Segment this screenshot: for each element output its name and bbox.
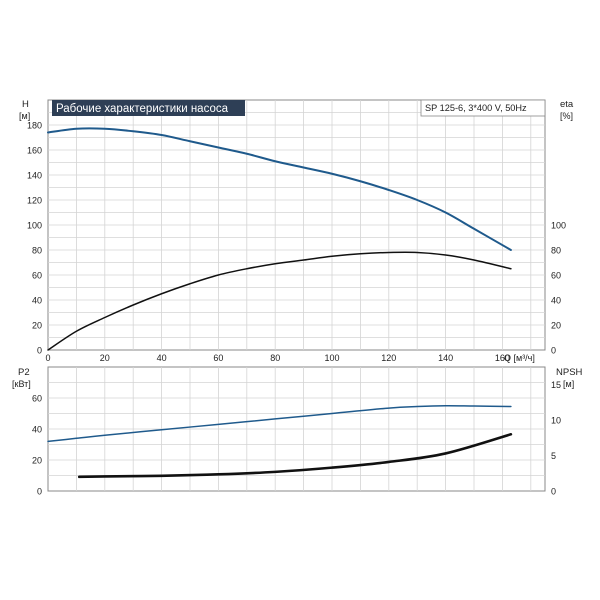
- top-x-tick-labels: 0 20 40 60 80 100 120 140 160: [45, 353, 509, 363]
- x-tick-label: 120: [381, 353, 396, 363]
- y-left-tick-label: 20: [32, 321, 42, 331]
- y-left-unit-head: [м]: [19, 111, 30, 121]
- y-left-unit-power: [кВт]: [12, 379, 31, 389]
- title-box: [52, 100, 245, 116]
- y-left-tick-label: 120: [27, 196, 42, 206]
- x-tick-label: 60: [213, 353, 223, 363]
- y-left-tick-label: 0: [37, 487, 42, 497]
- y-right-tick-label: 0: [551, 487, 556, 497]
- y-right-tick-label: 10: [551, 416, 561, 426]
- y-left-tick-label: 40: [32, 425, 42, 435]
- npsh-curve-line: [77, 433, 513, 479]
- x-tick-label: 0: [45, 353, 50, 363]
- y-left-tick-label: 180: [27, 121, 42, 131]
- x-axis-label: Q [м³/ч]: [504, 353, 535, 363]
- top-left-tick-labels: 0 20 40 60 80 100 120 140 160 180: [27, 121, 42, 356]
- y-left-tick-label: 60: [32, 394, 42, 404]
- y-right-unit-npsh: [м]: [563, 379, 574, 389]
- y-right-tick-label: 20: [551, 321, 561, 331]
- y-right-tick-label: 60: [551, 271, 561, 281]
- y-right-tick-label: 5: [551, 451, 556, 461]
- bottom-right-tick-labels: 0 5 10 15: [551, 380, 561, 496]
- model-label-box: [420, 99, 546, 117]
- head-curve-line: [47, 127, 512, 251]
- panel-head-efficiency: 0 20 40 60 80 100 120 140 160 0 20 40 60 80 100 120 140…: [19, 99, 574, 363]
- bottom-grid: [48, 367, 545, 491]
- power-curve-line: [47, 404, 512, 443]
- y-right-tick-label: 100: [551, 221, 566, 231]
- y-left-tick-label: 60: [32, 271, 42, 281]
- y-right-unit-eta: [%]: [560, 111, 573, 121]
- top-grid: [48, 100, 545, 350]
- top-right-tick-labels: 0 20 40 60 80 100: [551, 221, 566, 356]
- y-right-tick-label: 80: [551, 246, 561, 256]
- y-right-tick-label: 15: [551, 380, 561, 390]
- efficiency-curve-line: [47, 251, 512, 351]
- y-left-tick-label: 100: [27, 221, 42, 231]
- model-label: SP 125-6, 3*400 V, 50Hz: [425, 103, 527, 113]
- x-tick-label: 20: [100, 353, 110, 363]
- y-left-label-power: P2: [18, 367, 30, 378]
- y-right-label-npsh: NPSH: [556, 367, 583, 378]
- x-tick-label: 40: [157, 353, 167, 363]
- x-tick-label: 140: [438, 353, 453, 363]
- y-left-tick-label: 80: [32, 246, 42, 256]
- chart-title: Рабочие характеристики насоса: [56, 103, 229, 115]
- top-series: [47, 127, 512, 351]
- y-left-tick-label: 160: [27, 146, 42, 156]
- bottom-series: [47, 404, 513, 479]
- x-tick-label: 100: [324, 353, 339, 363]
- x-tick-label: 160: [495, 353, 510, 363]
- y-left-tick-label: 40: [32, 296, 42, 306]
- bottom-left-tick-labels: 0 20 40 60: [32, 394, 42, 497]
- y-right-tick-label: 0: [551, 346, 556, 356]
- y-left-tick-label: 20: [32, 456, 42, 466]
- panel-power-npsh: 0 20 40 60 0 5 10 15 P2 [кВт] NPSH [м]: [12, 366, 583, 497]
- y-left-tick-label: 0: [37, 346, 42, 356]
- y-left-label-head: H: [22, 99, 29, 110]
- y-right-label-eta: eta: [560, 99, 574, 110]
- y-right-tick-label: 40: [551, 296, 561, 306]
- y-left-tick-label: 140: [27, 171, 42, 181]
- x-tick-label: 80: [270, 353, 280, 363]
